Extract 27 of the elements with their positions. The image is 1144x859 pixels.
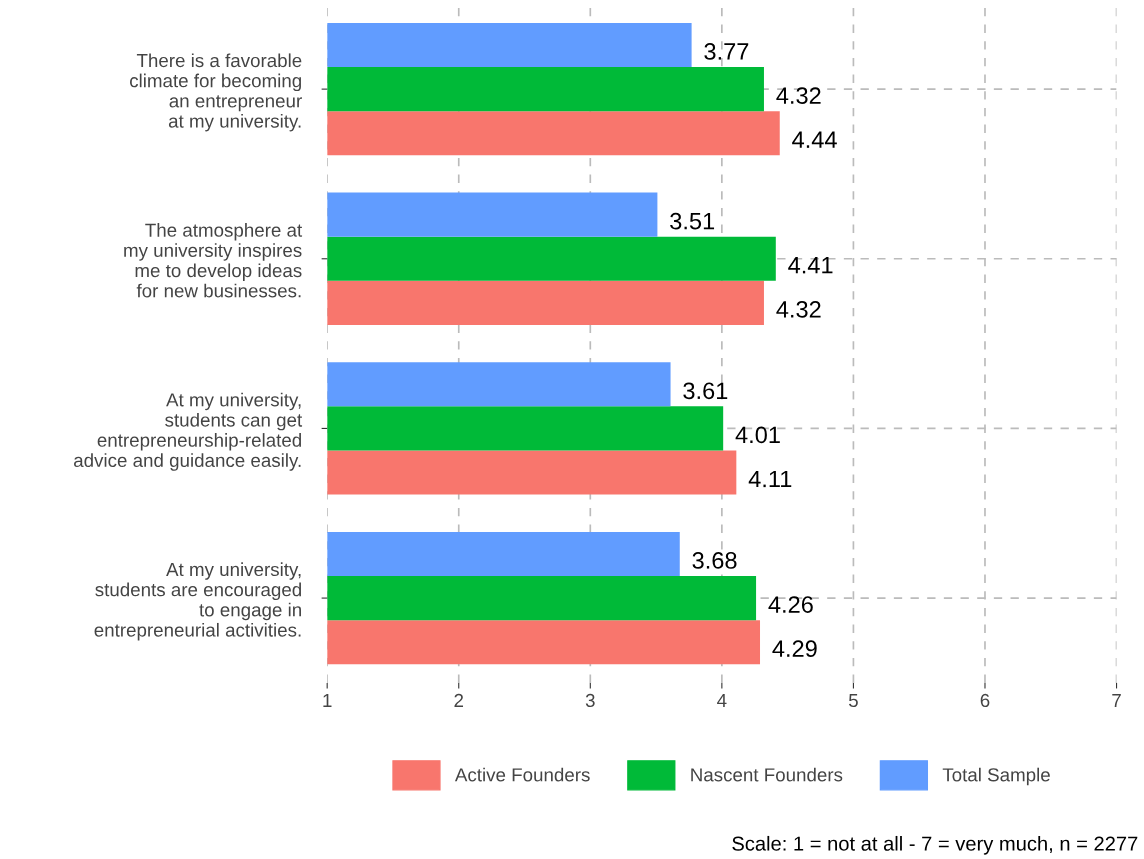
- data-label: 3.77: [704, 43, 749, 60]
- y-tick-label: The atmosphere at my university inspires me to develop ideas for new businesses.: [124, 223, 303, 298]
- data-label: 4.11: [748, 470, 792, 488]
- y-tick-label: At my university, students can get entrepreneurship-related advice and guidance easily.: [74, 392, 303, 471]
- x-tick-label: 1: [323, 694, 332, 707]
- x-tick-label: 2: [454, 693, 464, 707]
- data-label: 4.32: [776, 300, 821, 318]
- x-tick-label: 7: [1112, 694, 1121, 707]
- data-label: 4.41: [788, 257, 833, 274]
- legend-label: Active Founders: [454, 767, 590, 782]
- legend-label: Nascent Founders: [691, 767, 843, 782]
- x-tick-label: 5: [848, 694, 858, 708]
- data-label: 3.68: [692, 552, 737, 569]
- y-tick-label: At my university, students are encouraged to engage in entrepreneurial activities.: [94, 562, 301, 641]
- text: Scale: 1 = not at all - 7 = very much, n = 2277: [732, 835, 1138, 855]
- data-label: 4.44: [792, 131, 837, 148]
- x-tick-label: 4: [717, 694, 727, 707]
- y-tick-label: There is a favorable climate for becoming an entrepreneur at my university.: [130, 53, 302, 132]
- x-tick-label: 3: [585, 693, 595, 708]
- legend-label: Total Sample: [942, 767, 1050, 786]
- data-label: 4.26: [768, 596, 813, 613]
- data-label: 4.32: [776, 87, 821, 104]
- data-label: 4.29: [772, 640, 817, 658]
- data-label: 4.01: [735, 426, 780, 444]
- x-tick-label: 6: [980, 693, 990, 708]
- data-label: 3.61: [683, 382, 728, 400]
- data-label: 3.51: [670, 212, 715, 230]
